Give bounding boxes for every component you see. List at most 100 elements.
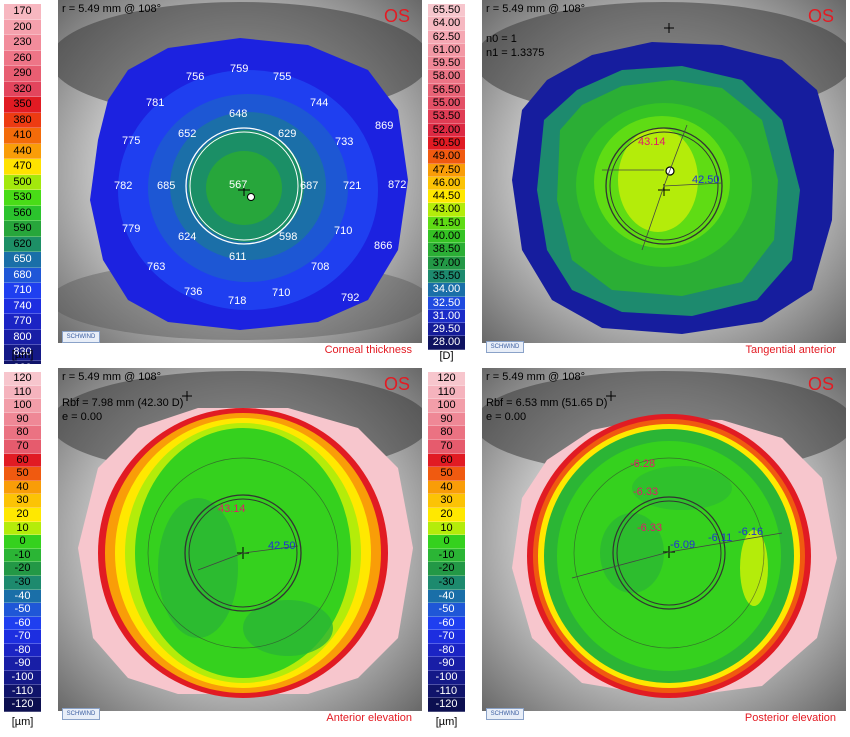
scale-cell: 170 xyxy=(4,4,41,20)
scale-cell: 60 xyxy=(428,453,465,468)
scale-cell: 50.50 xyxy=(428,136,465,151)
thickness-values-layer: 756 759 755 781 744 648 652 629 775 733 … xyxy=(114,63,406,307)
scale-cell: -30 xyxy=(4,575,41,590)
thickness-value: 708 xyxy=(311,261,329,273)
scale-cell: 110 xyxy=(4,385,41,400)
thickness-value: 759 xyxy=(230,63,248,75)
scale-cell: 30 xyxy=(428,494,465,508)
steep-k-value: 43.14 xyxy=(218,503,246,515)
scale-cell: 230 xyxy=(4,35,41,51)
scale-cell: -40 xyxy=(428,589,465,604)
scale-cell: 80 xyxy=(4,426,41,440)
thickness-value: 687 xyxy=(300,180,318,192)
thickness-value: 744 xyxy=(310,97,328,109)
scale-cell: -20 xyxy=(428,562,465,576)
scale-cell: 120 xyxy=(4,372,41,386)
radius-label: r = 5.49 mm @ 108° xyxy=(62,371,162,383)
elevation-value: -6.33 xyxy=(637,522,662,534)
thickness-value: 775 xyxy=(122,135,140,147)
scale-cell: 64.00 xyxy=(428,17,465,31)
scale-cell: 470 xyxy=(4,159,41,175)
thickness-value: 710 xyxy=(272,287,290,299)
scale-cell: 60 xyxy=(4,453,41,468)
posterior-elevation-panel: 120 110 100 90 80 70 60 50 40 30 20 10 0… xyxy=(424,368,846,732)
thickness-value: 869 xyxy=(375,120,393,132)
logo: SCHWIND xyxy=(62,331,100,343)
scale-cell: -90 xyxy=(428,657,465,672)
thickness-value: 648 xyxy=(229,108,247,120)
color-scale: 65.50 64.00 62.50 61.00 59.50 58.00 56.5… xyxy=(428,4,465,350)
scale-unit: [µm] xyxy=(435,716,458,728)
n0-label: n0 = 1 xyxy=(486,33,517,45)
logo: SCHWIND xyxy=(486,341,524,353)
elevation-value: -6.11 xyxy=(708,532,732,544)
thickness-value: 866 xyxy=(374,240,392,252)
scale-unit: [µm] xyxy=(11,716,34,728)
scale-cell: 34.00 xyxy=(428,283,465,297)
thickness-value: 624 xyxy=(178,231,196,243)
scale-cell: 70 xyxy=(4,439,41,454)
scale-cell: 200 xyxy=(4,19,41,35)
scale-cell: 32.50 xyxy=(428,296,465,310)
scale-cell: 560 xyxy=(4,205,41,221)
elevation-value: -6.09 xyxy=(670,539,695,551)
scale-cell: 41.50 xyxy=(428,216,465,231)
scale-cell: 10 xyxy=(4,521,41,536)
rbf-label: Rbf = 6.53 mm (51.65 D) xyxy=(486,397,608,409)
scale-cell: 0 xyxy=(4,535,41,549)
scale-cell: 20 xyxy=(4,507,41,522)
map-name: Tangential anterior xyxy=(745,344,836,356)
scale-cell: -60 xyxy=(4,616,41,631)
scale-cell: 53.50 xyxy=(428,110,465,124)
scale-unit: [D] xyxy=(439,350,454,362)
thickness-value: 779 xyxy=(122,223,140,235)
eye-label: OS xyxy=(383,374,410,394)
scale-cell: -100 xyxy=(428,671,465,685)
flat-k-value: 42.50 xyxy=(692,174,720,186)
thickness-value: 736 xyxy=(184,286,202,298)
thickness-value: 567 xyxy=(229,179,247,191)
tangential-anterior-panel: 65.50 64.00 62.50 61.00 59.50 58.00 56.5… xyxy=(424,0,846,364)
corneal-thickness-map xyxy=(58,0,422,343)
scale-cell: -70 xyxy=(4,630,41,644)
scale-cell: -80 xyxy=(428,643,465,658)
elevation-value: -6.28 xyxy=(630,458,655,470)
scale-cell: 110 xyxy=(428,385,465,400)
scale-cell: 530 xyxy=(4,190,41,206)
anterior-elevation-panel: 120 110 100 90 80 70 60 50 40 30 20 10 0… xyxy=(0,368,422,732)
scale-cell: 80 xyxy=(428,426,465,440)
scale-cell: -20 xyxy=(4,562,41,576)
eye-label: OS xyxy=(807,6,834,26)
elevation-value: -6.16 xyxy=(738,526,763,538)
scale-cell: 30 xyxy=(4,494,41,508)
thickness-value: 781 xyxy=(146,97,164,109)
scale-cell: 380 xyxy=(4,112,41,128)
scale-cell: 43.00 xyxy=(428,203,465,217)
map-name: Posterior elevation xyxy=(744,712,836,724)
scale-cell: 38.50 xyxy=(428,243,465,257)
scale-cell: 440 xyxy=(4,143,41,159)
scale-cell: -10 xyxy=(4,548,41,563)
thickness-value: 652 xyxy=(178,128,196,140)
scale-cell: -100 xyxy=(4,671,41,685)
scale-cell: 40.00 xyxy=(428,230,465,244)
scale-cell: 830 xyxy=(4,345,41,361)
scale-cell: 49.00 xyxy=(428,150,465,164)
eccentricity-label: e = 0.00 xyxy=(62,411,103,423)
map-name: Anterior elevation xyxy=(326,712,412,724)
color-scale: 120 110 100 90 80 70 60 50 40 30 20 10 0… xyxy=(428,372,465,712)
radius-label: r = 5.49 mm @ 108° xyxy=(62,3,162,15)
scale-cell: -50 xyxy=(428,603,465,617)
scale-cell: 770 xyxy=(4,314,41,330)
best-fit-info: Rbf = 7.98 mm (42.30 D) e = 0.00 xyxy=(62,396,183,424)
scale-cell: 290 xyxy=(4,66,41,82)
thickness-value: 629 xyxy=(278,128,296,140)
rbf-label: Rbf = 7.98 mm (42.30 D) xyxy=(62,397,184,409)
scale-cell: -50 xyxy=(4,603,41,617)
scale-cell: 860 xyxy=(4,360,41,364)
scale-cell: 10 xyxy=(428,521,465,536)
scale-cell: -40 xyxy=(4,589,41,604)
thickness-value: 756 xyxy=(186,71,204,83)
scale-cell: 620 xyxy=(4,236,41,252)
scale-cell: 740 xyxy=(4,298,41,314)
